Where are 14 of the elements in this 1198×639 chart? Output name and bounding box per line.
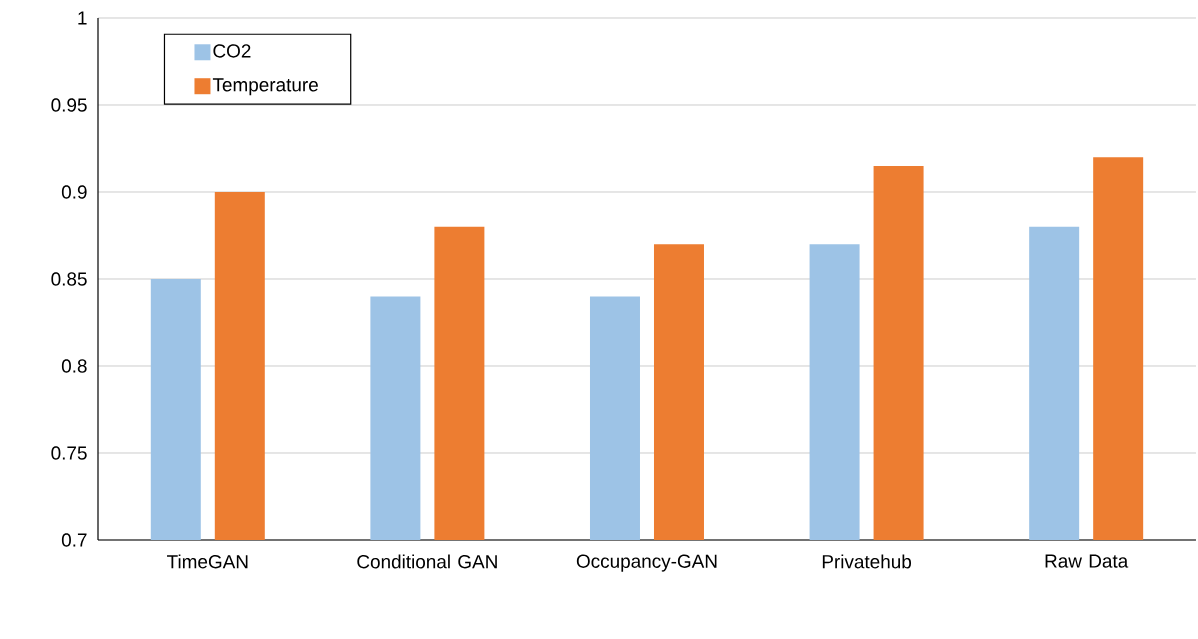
legend-label: CO2 — [213, 44, 251, 58]
y-tick-label: 0.9 — [61, 185, 87, 199]
x-tick-label: Occupancy-GAN — [576, 554, 717, 572]
y-tick-label: 0.85 — [51, 272, 87, 286]
y-tick-label: 0.8 — [61, 359, 87, 373]
y-tick-label: 0.7 — [61, 533, 87, 547]
x-tick-label: TimeGAN — [167, 554, 248, 569]
y-tick-label: 0.75 — [51, 446, 87, 460]
legend-label: Temperature — [212, 78, 318, 96]
x-tick-label: Raw Data — [1045, 554, 1129, 568]
x-tick-label: Privatehub — [822, 554, 912, 569]
x-tick-label: Conditional GAN — [357, 554, 497, 569]
y-tick-label: 0.95 — [51, 98, 87, 112]
y-tick-label: 1 — [78, 11, 87, 25]
